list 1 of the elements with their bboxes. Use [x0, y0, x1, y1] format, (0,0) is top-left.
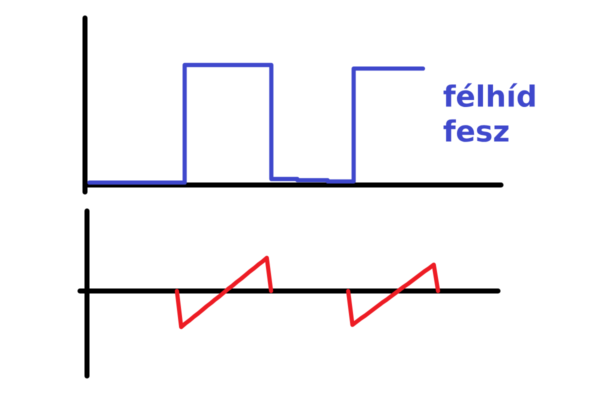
series-label: félhíd fesz: [444, 83, 535, 142]
